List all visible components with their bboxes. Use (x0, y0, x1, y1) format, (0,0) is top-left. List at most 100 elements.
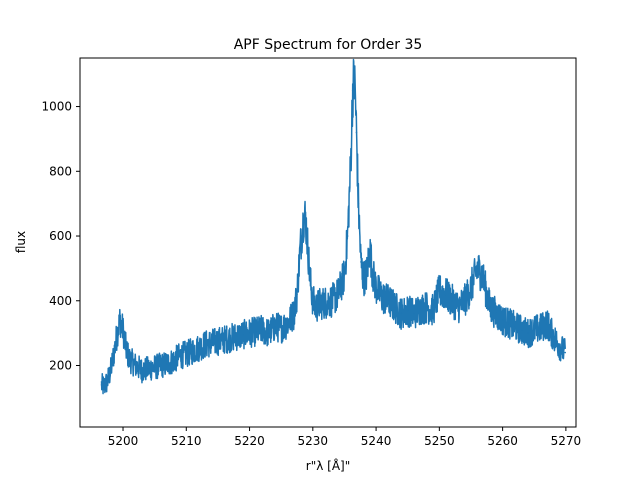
spectrum-point (353, 79, 355, 82)
spectrum-point (236, 335, 238, 338)
spectrum-point (375, 287, 377, 289)
axes-frame (79, 57, 577, 428)
chart-title: APF Spectrum for Order 35 (234, 37, 423, 53)
spectrum-point (360, 261, 362, 263)
spectrum-point (470, 287, 472, 289)
spectrum-point (309, 280, 312, 283)
spectrum-point (185, 353, 188, 355)
spectrum-point (368, 248, 371, 250)
spectrum-point (343, 274, 346, 276)
spectrum-point (304, 215, 307, 218)
spectrum-point (324, 301, 327, 304)
spectrum-point (520, 329, 523, 331)
spectrum-point (331, 299, 333, 302)
spectrum-point (481, 274, 484, 276)
spectrum-point (558, 345, 561, 347)
spectrum-point (489, 306, 491, 309)
spectrum-point (413, 312, 415, 315)
spectrum-point (160, 364, 162, 367)
series-group (100, 58, 567, 395)
spectrum-point (198, 346, 200, 349)
spectrum-point (400, 312, 403, 315)
spectrum-point (552, 335, 555, 338)
x-tick-label: 5210 (171, 434, 202, 448)
spectrum-point (539, 327, 542, 330)
spectrum-point (508, 322, 510, 325)
x-tick-label: 5230 (298, 434, 329, 448)
y-tick-label: 400 (49, 294, 72, 308)
spectrum-point (125, 348, 127, 351)
spectrum-point (210, 342, 213, 344)
spectrum-point (119, 319, 121, 321)
spectrum-point (100, 384, 103, 386)
y-axis: 200 400 600 800 1000 (41, 100, 80, 373)
spectrum-point (134, 364, 137, 367)
y-axis-label: flux (14, 231, 28, 253)
x-tick-label: 5260 (487, 434, 518, 448)
y-tick-label: 1000 (41, 100, 72, 114)
spectrum-point (387, 299, 390, 302)
spectrum-point (337, 293, 339, 296)
spectrum-point (153, 366, 156, 368)
spectrum-point (204, 343, 207, 346)
spectrum-point (315, 306, 317, 309)
spectrum-point (527, 332, 529, 334)
spectrum-point (355, 131, 358, 134)
spectrum-point (274, 325, 276, 328)
spectrum-point (179, 354, 181, 357)
spectrum-point (166, 363, 169, 365)
spectrum-point (457, 306, 460, 309)
y-tick-label: 600 (49, 229, 72, 243)
spectrum-point (223, 338, 226, 341)
spectrum-point (351, 89, 354, 92)
spectrum-point (312, 299, 314, 302)
y-tick-label: 800 (49, 164, 72, 178)
x-tick-label: 5200 (108, 434, 139, 448)
spectrum-point (406, 309, 409, 312)
spectrum-point (191, 350, 194, 352)
x-tick-label: 5270 (551, 434, 582, 448)
spectrum-point (546, 322, 548, 325)
spectrum-point (147, 367, 150, 370)
x-tick-label: 5240 (361, 434, 392, 448)
spectrum-point (122, 329, 124, 331)
spectrum-point (476, 267, 479, 270)
spectrum-point (229, 337, 232, 339)
x-axis: 5200 5210 5220 5230 5240 5250 5260 5270 (108, 427, 581, 448)
spectrum-point (501, 319, 504, 321)
spectrum-point (564, 351, 567, 354)
spectrum-point (299, 248, 301, 250)
spectrum-point (444, 293, 447, 296)
spectrum-point (438, 290, 441, 292)
spectrum-line (100, 58, 566, 395)
spectrum-point (432, 309, 434, 312)
spectrum-point (533, 329, 536, 331)
spectrum-point (394, 306, 396, 309)
spectrum-point (346, 235, 349, 237)
spectrum-point (349, 160, 352, 163)
spectrum-point (495, 312, 498, 315)
x-tick-label: 5250 (424, 434, 455, 448)
y-tick-label: 200 (49, 359, 72, 373)
spectrum-point (267, 332, 270, 334)
spectrum-point (451, 299, 453, 302)
spectrum-point (302, 219, 305, 221)
spectrum-point (255, 330, 257, 333)
spectrum-point (261, 329, 264, 331)
x-axis-label: r"λ [Å]" (306, 458, 350, 473)
spectrum-point (293, 312, 295, 315)
spectrum-point (106, 380, 108, 383)
spectrum-point (357, 202, 360, 205)
spectrum-point (128, 358, 131, 360)
spectrum-point (354, 89, 357, 92)
spectrum-point (365, 274, 368, 276)
spectrum-point (172, 359, 175, 362)
spectrum-point (248, 332, 251, 334)
spectrum-point (109, 371, 112, 373)
spectrum-point (242, 333, 245, 336)
spectrum-point (103, 385, 105, 388)
spectrum-point (305, 228, 308, 231)
spectrum-point (112, 354, 115, 357)
spectrum-point (307, 254, 310, 257)
